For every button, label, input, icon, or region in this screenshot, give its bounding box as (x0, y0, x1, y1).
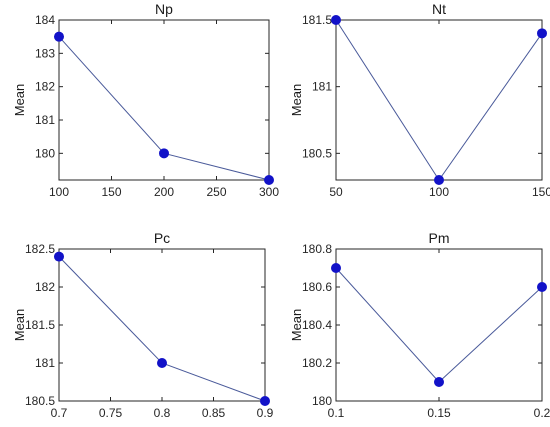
data-point (434, 175, 444, 185)
y-tick-label: 180.5 (25, 394, 55, 408)
subplot-4: Pm Mean 0.1 0.15 0.2 180 180.2 180.4 180.6 180.8 (289, 230, 550, 420)
y-tick-label: 183 (35, 46, 55, 60)
x-tick-label: 0.85 (202, 406, 226, 420)
subplot-1: Np Mean 100 150 200 250 300 180 181 182 183 184 (12, 1, 279, 199)
x-tick-label: 0.8 (154, 406, 171, 420)
subplot-title: Nt (432, 1, 446, 17)
y-axis-label: Mean (289, 309, 304, 342)
data-point (54, 31, 64, 42)
data-point (54, 251, 64, 262)
x-tick-label: 200 (154, 185, 174, 199)
y-tick-label: 180.6 (302, 280, 332, 294)
data-point (331, 15, 341, 25)
y-axis-label: Mean (289, 84, 304, 117)
y-tick-label: 180.8 (302, 242, 332, 256)
x-tick-label: 0.7 (51, 406, 68, 420)
subplot-2: Nt Mean 50 100 150 180.5 181 181.5 (289, 1, 550, 199)
y-axis-label: Mean (12, 309, 27, 342)
y-tick-label: 181 (35, 356, 55, 370)
y-tick-label: 180 (312, 394, 332, 408)
subplot-title: Np (155, 1, 173, 17)
x-tick-label: 300 (259, 185, 279, 199)
data-point (260, 396, 270, 406)
y-tick-label: 180.2 (302, 356, 332, 370)
x-tick-label: 0.75 (99, 406, 123, 420)
x-tick-label: 0.2 (534, 406, 550, 420)
y-axis-label: Mean (12, 84, 27, 117)
x-tick-label: 150 (101, 185, 121, 199)
axes-box (335, 248, 543, 402)
x-tick-label: 250 (206, 185, 226, 199)
y-tick-label: 180.4 (302, 318, 332, 332)
data-point (537, 282, 547, 292)
y-tick-label: 180 (35, 146, 55, 160)
subplot-title: Pm (429, 230, 450, 246)
subplot-title: Pc (154, 230, 170, 246)
y-tick-label: 180.5 (302, 146, 332, 160)
data-point (157, 358, 167, 368)
y-tick-label: 182.5 (25, 242, 55, 256)
y-tick-label: 182 (35, 80, 55, 94)
subplot-3: Pc Mean 0.7 0.75 0.8 0.85 0.9 180.5 181 181.5 182 1… (12, 230, 274, 420)
axes-box (58, 248, 266, 402)
x-tick-label: 100 (429, 185, 449, 199)
y-tick-label: 181 (35, 113, 55, 127)
y-tick-label: 181.5 (302, 13, 332, 27)
axes-box (335, 19, 543, 181)
y-tick-label: 181 (312, 80, 332, 94)
y-tick-label: 182 (35, 280, 55, 294)
x-tick-label: 100 (49, 185, 69, 199)
data-point (434, 377, 444, 387)
x-tick-label: 50 (329, 185, 343, 199)
x-tick-label: 0.1 (328, 406, 345, 420)
data-point (159, 148, 169, 159)
data-point (537, 28, 547, 39)
data-point (331, 263, 341, 273)
y-tick-label: 184 (35, 13, 55, 27)
data-point (264, 175, 274, 185)
x-tick-label: 150 (532, 185, 550, 199)
x-tick-label: 0.15 (427, 406, 451, 420)
x-tick-label: 0.9 (257, 406, 274, 420)
y-tick-label: 181.5 (25, 318, 55, 332)
